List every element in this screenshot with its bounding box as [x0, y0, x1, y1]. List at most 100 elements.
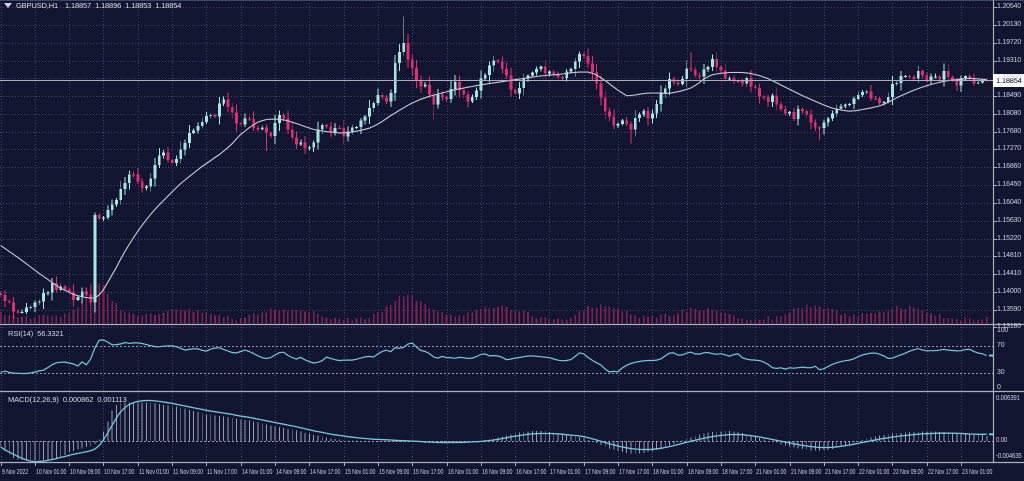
- candle-bearish: [445, 97, 448, 100]
- volume-bar: [964, 317, 967, 324]
- candle-bullish: [796, 109, 800, 119]
- time-axis-label: 15 Nov 01:00: [345, 467, 376, 476]
- candle-bullish: [839, 106, 843, 109]
- volume-bar: [913, 307, 915, 324]
- volume-bar: [278, 310, 281, 324]
- volume-bar: [514, 310, 516, 324]
- candle-bullish: [903, 76, 907, 78]
- candle-bullish: [539, 66, 543, 69]
- candle-bearish: [595, 71, 599, 84]
- volume-bar: [38, 314, 40, 324]
- candle-bullish: [273, 123, 277, 137]
- volume-bar: [368, 318, 371, 324]
- volume-bar: [561, 319, 564, 324]
- candle-bullish: [942, 70, 946, 80]
- volume-bar: [891, 308, 894, 324]
- candle-bullish: [355, 127, 358, 129]
- candle-bearish: [380, 94, 384, 98]
- time-axis-label: 14 Nov 01:00: [242, 467, 273, 476]
- volume-bar: [184, 310, 186, 324]
- candle-bearish: [736, 81, 740, 83]
- candle-bearish: [419, 80, 423, 87]
- candle-bullish: [316, 129, 320, 143]
- price-axis-label: 1.18490: [997, 92, 1021, 99]
- candle-bearish: [741, 81, 744, 84]
- volume-bar: [364, 319, 366, 324]
- candle-bullish: [685, 68, 689, 79]
- candle-bullish: [843, 104, 847, 107]
- candle-bullish: [145, 186, 148, 189]
- candle-bullish: [702, 69, 706, 77]
- candle-bullish: [728, 78, 731, 80]
- volume-bar: [724, 312, 726, 324]
- volume-bar: [218, 315, 221, 324]
- candle-bearish: [938, 76, 942, 80]
- candle-bullish: [37, 301, 41, 303]
- candle-bearish: [732, 78, 736, 82]
- candle-bullish: [522, 78, 526, 88]
- candle-bearish: [972, 78, 976, 84]
- candle-bullish: [179, 149, 183, 160]
- volume-bar: [934, 316, 937, 324]
- candle-bearish: [239, 123, 243, 125]
- candle-bearish: [97, 214, 101, 219]
- candle-bearish: [170, 159, 174, 164]
- time-axis-label: 10 Nov 17:00: [104, 467, 135, 476]
- candle-bullish: [865, 91, 869, 93]
- candle-bearish: [873, 98, 877, 100]
- candle-bearish: [921, 71, 924, 76]
- volume-bar: [570, 317, 572, 324]
- candle-bearish: [269, 132, 273, 137]
- volume-bar: [471, 312, 474, 324]
- volume-bar: [282, 309, 285, 324]
- volume-bar: [102, 285, 105, 324]
- volume-bar: [171, 309, 173, 324]
- candle-bearish: [698, 75, 701, 77]
- candle-bearish: [809, 114, 813, 123]
- candle-bearish: [462, 89, 466, 95]
- volume-bar: [870, 313, 872, 324]
- volume-bar: [861, 313, 864, 324]
- candle-bullish: [475, 90, 479, 98]
- volume-bar: [111, 301, 113, 324]
- candle-bullish: [260, 127, 264, 130]
- candle-bullish: [153, 164, 157, 179]
- volume-bar: [329, 319, 332, 324]
- candle-bullish: [187, 132, 191, 144]
- volume-bar: [132, 314, 135, 324]
- volume-bar: [205, 312, 208, 324]
- time-axis-label: 16 Nov 01:00: [448, 467, 479, 476]
- candle-bullish: [882, 101, 886, 104]
- candle-bearish: [136, 174, 140, 182]
- symbol-timeframe-label: GBPUSD,H1: [16, 1, 58, 10]
- candle-bearish: [0, 293, 3, 296]
- candle-bearish: [586, 55, 590, 64]
- volume-bar: [46, 315, 49, 324]
- volume-bar: [252, 313, 255, 324]
- volume-bar: [780, 316, 782, 324]
- volume-bar: [715, 310, 718, 324]
- candle-bullish: [25, 307, 28, 312]
- volume-bar: [960, 320, 962, 324]
- price-axis-label: 1.20540: [997, 3, 1021, 10]
- candle-bullish: [963, 76, 967, 78]
- candle-bullish: [449, 89, 453, 100]
- volume-bar: [762, 319, 765, 324]
- volume-bar: [351, 320, 353, 324]
- candle-bearish: [646, 111, 650, 119]
- candle-bullish: [663, 88, 667, 94]
- volume-bar: [711, 309, 714, 324]
- candle-bearish: [213, 114, 217, 117]
- volume-bar: [548, 319, 551, 324]
- volume-bar: [853, 314, 855, 324]
- volume-bar: [535, 318, 538, 324]
- volume-bar: [197, 310, 199, 324]
- candle-bullish: [359, 120, 363, 128]
- volume-bar: [582, 310, 585, 324]
- candle-bearish: [230, 106, 234, 113]
- volume-bar: [338, 318, 341, 324]
- volume-bar: [677, 313, 679, 324]
- rsi-axis-label: 0: [997, 384, 1001, 391]
- candle-bullish: [492, 60, 496, 66]
